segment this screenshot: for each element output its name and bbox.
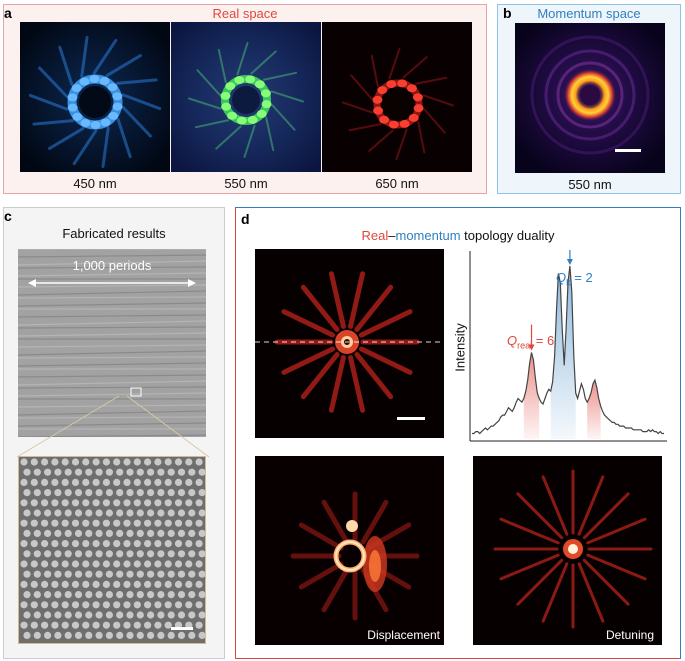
panel-d-label: d bbox=[241, 211, 250, 227]
detuning-image: Detuning bbox=[473, 456, 662, 645]
plot-ylabel: Intensity bbox=[452, 323, 468, 372]
panel-a-label: a bbox=[4, 5, 12, 21]
ring-image-450nm bbox=[20, 22, 170, 172]
qreal-sub: real bbox=[517, 340, 533, 351]
panel-b-title: Momentum space bbox=[537, 6, 641, 21]
scale-bar bbox=[171, 627, 193, 630]
zoom-lines bbox=[16, 395, 210, 458]
title-rest: topology duality bbox=[460, 228, 555, 243]
displacement-label: Displacement bbox=[367, 628, 440, 642]
qk-value: = 2 bbox=[570, 270, 593, 285]
caption-450nm: 450 nm bbox=[73, 176, 117, 191]
qk-label: Qk = 2 bbox=[556, 270, 593, 288]
qreal-value: = 6 bbox=[532, 333, 555, 348]
periods-label: 1,000 periods bbox=[72, 258, 152, 273]
qreal-label: Qreal = 6 bbox=[507, 333, 554, 351]
displacement-image: Displacement bbox=[255, 456, 444, 645]
sem-zoom-image bbox=[18, 456, 206, 644]
ring-image-550nm bbox=[171, 22, 321, 172]
scale-bar bbox=[615, 149, 641, 152]
momentum-space-image bbox=[515, 23, 665, 173]
sem-overview-image bbox=[18, 249, 206, 437]
panel-b-label: b bbox=[503, 5, 512, 21]
real-space-pattern-image bbox=[255, 249, 444, 438]
panel-d-title: Real–momentum topology duality bbox=[235, 228, 681, 243]
ring-image-650nm bbox=[322, 22, 472, 172]
title-real: Real bbox=[361, 228, 389, 243]
scale-bar bbox=[397, 417, 425, 420]
intensity-plot bbox=[456, 249, 671, 444]
panel-a-title: Real space bbox=[212, 6, 278, 21]
panel-c-label: c bbox=[4, 208, 12, 224]
intensity-series-line bbox=[472, 265, 664, 435]
caption-550nm: 550 nm bbox=[224, 176, 268, 191]
detuning-label: Detuning bbox=[605, 628, 654, 642]
caption-650nm: 650 nm bbox=[375, 176, 419, 191]
caption-momentum-550nm: 550 nm bbox=[568, 177, 612, 192]
title-momentum: momentum bbox=[395, 228, 461, 243]
qk-sub: k bbox=[566, 277, 571, 288]
panel-c-title: Fabricated results bbox=[62, 226, 166, 241]
qk-symbol: Q bbox=[556, 270, 567, 285]
qreal-symbol: Q bbox=[507, 333, 518, 348]
title-dash: – bbox=[388, 228, 396, 243]
